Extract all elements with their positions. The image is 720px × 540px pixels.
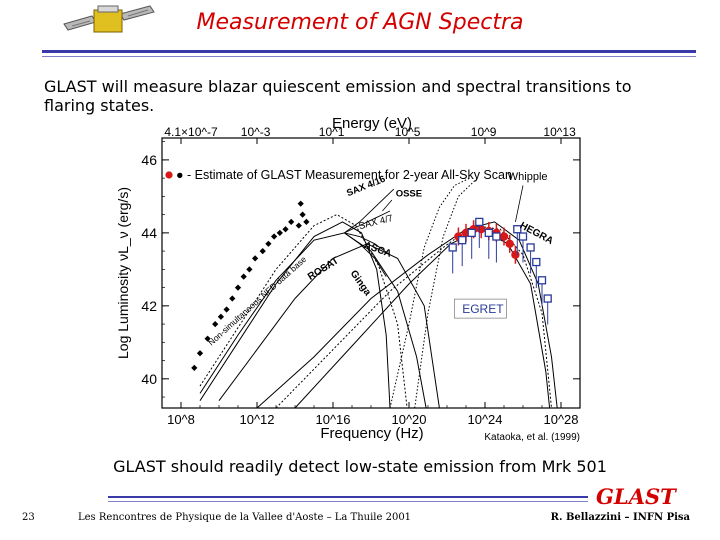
ned-point	[295, 222, 302, 229]
annotation-label: Whipple	[508, 171, 548, 183]
y-tick-label: 44	[141, 225, 157, 241]
model-curves	[199, 177, 558, 409]
x-axis-label: Frequency (Hz)	[320, 425, 423, 442]
square-point	[475, 217, 484, 227]
ned-point	[223, 306, 230, 313]
slide-title: Measurement of AGN Spectra	[196, 10, 524, 35]
axis-ticks: 10^8 10^12 10^16 10^20 10^24 10^28 4.1×10^-7 10…	[141, 125, 580, 427]
x-tick-label: 10^8	[167, 412, 195, 427]
model-curve	[344, 188, 395, 234]
square-point	[484, 228, 493, 238]
ned-point	[276, 229, 283, 236]
y-tick-label: 40	[141, 371, 157, 387]
annotation-label: ASCA	[362, 240, 392, 260]
annotation-label: SAX 4/7	[358, 213, 394, 232]
ned-point	[246, 266, 253, 273]
annotation-label: OSSE	[396, 188, 422, 199]
ned-point	[299, 211, 306, 218]
square-point	[543, 294, 552, 303]
whipple-callout	[515, 185, 524, 223]
model-curve	[414, 177, 478, 409]
square-point	[448, 243, 457, 252]
ned-point	[191, 364, 198, 371]
title-rule	[42, 50, 696, 53]
ned-point	[217, 313, 225, 320]
ned-point	[240, 273, 247, 280]
citation: Kataoka, et al. (1999)	[484, 432, 580, 443]
model-curve	[199, 221, 391, 409]
footer-rule-thin	[108, 501, 588, 502]
glast-point	[511, 250, 520, 259]
glast-point	[505, 239, 514, 249]
x-tick-label: 10^20	[391, 412, 426, 427]
model-curve	[344, 232, 387, 277]
ned-point	[297, 200, 304, 207]
model-curve	[199, 214, 408, 409]
square-point	[532, 257, 541, 267]
ned-point	[229, 295, 236, 302]
ned-point	[196, 350, 204, 357]
square-point	[492, 232, 501, 241]
conclusion-text: GLAST should readily detect low-state em…	[113, 457, 607, 476]
square-point	[537, 276, 547, 285]
egret-label-box	[453, 298, 507, 319]
x-tick-label: 10^24	[467, 412, 502, 427]
ned-point	[288, 218, 295, 226]
title-rule-thin	[42, 56, 696, 57]
glast-point	[499, 232, 509, 241]
top-tick-label: 10^5	[395, 125, 421, 139]
top-axis-label: Energy (eV)	[332, 115, 412, 132]
ned-point	[212, 320, 219, 328]
model-curve	[256, 221, 558, 409]
intro-text: GLAST will measure blazar quiescent emis…	[44, 77, 632, 115]
x-tick-label: 10^28	[543, 412, 578, 427]
square-point	[518, 232, 528, 241]
y-axis-label: Log Luminosity νL_ν (erg/s)	[115, 187, 131, 359]
square-point	[467, 228, 476, 238]
square-point	[458, 236, 467, 245]
model-curve	[218, 243, 440, 409]
square-point	[513, 225, 522, 234]
annotation-label: Ginga	[348, 268, 374, 298]
annotation-label: ROSAT	[306, 255, 341, 282]
osse-callout	[382, 199, 393, 212]
footer-rule	[108, 496, 588, 498]
ned-point	[251, 255, 259, 262]
ned-point	[265, 240, 272, 247]
legend-entry: ● - Estimate of GLAST Measurement for 2-…	[176, 168, 512, 182]
ned-point	[234, 284, 242, 291]
model-curve	[344, 232, 391, 256]
top-tick-label: 10^13	[543, 125, 576, 139]
ned-point	[282, 226, 289, 233]
legend-marker	[165, 171, 173, 179]
page-number: 23	[22, 512, 35, 523]
x-tick-label: 10^16	[315, 412, 350, 427]
ned-point	[270, 233, 278, 240]
glast-logo: GLAST	[596, 484, 676, 509]
model-curve	[389, 177, 471, 409]
top-tick-label: 10^1	[319, 125, 345, 139]
annotation-label: EGRET	[462, 302, 504, 316]
model-curve	[275, 225, 552, 409]
glast-satellite-logo	[62, 4, 158, 42]
conference-name: Les Rencontres de Physique de la Vallee …	[78, 512, 412, 523]
author-credit: R. Bellazzini – INFN Pisa	[550, 512, 690, 523]
top-tick-label: 10^-3	[241, 125, 271, 139]
agn-spectrum-chart: 10^8 10^12 10^16 10^20 10^24 10^28 4.1×10^-7 10…	[115, 115, 581, 443]
model-curve	[344, 210, 391, 234]
top-tick-label: 4.1×10^-7	[164, 125, 218, 139]
ned-point	[259, 247, 266, 255]
top-tick-label: 10^9	[471, 125, 497, 139]
data-points	[165, 171, 552, 371]
y-tick-label: 46	[141, 152, 157, 168]
y-tick-label: 42	[141, 298, 157, 314]
glast-point	[477, 225, 486, 234]
square-point	[526, 243, 535, 252]
ned-point	[303, 218, 310, 226]
x-tick-label: 10^12	[239, 412, 274, 427]
